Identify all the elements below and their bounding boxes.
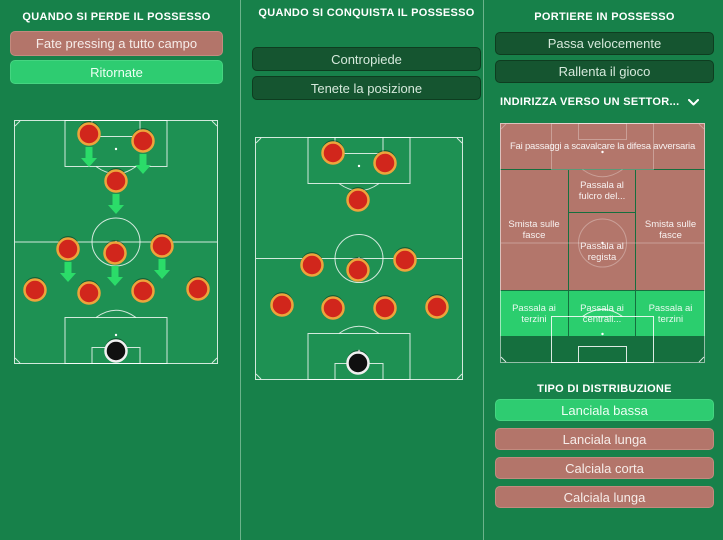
goalkeeper-marker[interactable] bbox=[104, 339, 128, 363]
player-marker[interactable] bbox=[103, 241, 127, 265]
zone-over-defence[interactable]: Fai passaggi a scavalcare la difesa avve… bbox=[500, 123, 705, 169]
zone-centre-backs[interactable]: Passala ai centrali... bbox=[569, 291, 635, 336]
kick-it-long-button[interactable]: Calciala lunga bbox=[495, 486, 714, 508]
distribute-to-area-label: INDIRIZZA VERSO UN SETTOR... bbox=[500, 96, 680, 108]
press-whole-pitch-button[interactable]: Fate pressing a tutto campo bbox=[10, 31, 223, 56]
won-possession-title: QUANDO SI CONQUISTA IL POSSESSO bbox=[258, 7, 475, 19]
player-marker[interactable] bbox=[104, 169, 128, 193]
player-marker[interactable] bbox=[77, 281, 101, 305]
movement-arrow bbox=[107, 266, 123, 286]
player-marker[interactable] bbox=[186, 277, 210, 301]
distribution-zone-pitch: Fai passaggi a scavalcare la difesa avve… bbox=[500, 123, 705, 363]
regroup-button[interactable]: Ritornate bbox=[10, 60, 223, 84]
player-marker[interactable] bbox=[23, 278, 47, 302]
lost-possession-title: QUANDO SI PERDE IL POSSESSO bbox=[22, 11, 211, 23]
zone-target-man[interactable]: Passala al fulcro del... bbox=[569, 170, 635, 212]
movement-arrow bbox=[108, 194, 124, 214]
player-marker[interactable] bbox=[425, 295, 449, 319]
movement-arrow bbox=[135, 154, 151, 174]
player-marker[interactable] bbox=[131, 279, 155, 303]
player-marker[interactable] bbox=[321, 296, 345, 320]
zone-left-fullback[interactable]: Passala ai terzini bbox=[500, 291, 568, 336]
keeper-possession-title: PORTIERE IN POSSESSO bbox=[534, 11, 675, 23]
throw-it-long-button[interactable]: Lanciala lunga bbox=[495, 428, 714, 450]
counter-attack-button[interactable]: Contropiede bbox=[252, 47, 481, 71]
kick-it-short-button[interactable]: Calciala corta bbox=[495, 457, 714, 479]
player-marker[interactable] bbox=[150, 234, 174, 258]
player-marker[interactable] bbox=[56, 237, 80, 261]
player-marker[interactable] bbox=[346, 188, 370, 212]
player-marker[interactable] bbox=[131, 129, 155, 153]
zone-right-fullback[interactable]: Passala ai terzini bbox=[636, 291, 705, 336]
player-marker[interactable] bbox=[300, 253, 324, 277]
player-marker[interactable] bbox=[373, 296, 397, 320]
player-marker[interactable] bbox=[373, 151, 397, 175]
player-marker[interactable] bbox=[393, 248, 417, 272]
movement-arrow bbox=[154, 259, 170, 279]
movement-arrow bbox=[60, 262, 76, 282]
won-possession-pitch bbox=[255, 137, 463, 380]
distribute-quickly-button[interactable]: Passa velocemente bbox=[495, 32, 714, 55]
player-marker[interactable] bbox=[270, 293, 294, 317]
slow-pace-down-button[interactable]: Rallenta il gioco bbox=[495, 60, 714, 83]
distribute-to-area-header[interactable]: INDIRIZZA VERSO UN SETTOR... bbox=[500, 94, 705, 110]
goalkeeper-marker[interactable] bbox=[346, 351, 370, 375]
player-marker[interactable] bbox=[321, 141, 345, 165]
zone-right-flank[interactable]: Smista sulle fasce bbox=[636, 170, 705, 290]
column-divider bbox=[240, 0, 241, 540]
player-marker[interactable] bbox=[77, 122, 101, 146]
player-marker[interactable] bbox=[346, 258, 370, 282]
distribution-type-title: TIPO DI DISTRIBUZIONE bbox=[537, 383, 672, 395]
zone-left-flank[interactable]: Smista sulle fasce bbox=[500, 170, 568, 290]
lost-possession-pitch bbox=[14, 120, 218, 364]
movement-arrow bbox=[81, 147, 97, 167]
hold-shape-button[interactable]: Tenete la posizione bbox=[252, 76, 481, 100]
throw-it-short-button[interactable]: Lanciala bassa bbox=[495, 399, 714, 421]
chevron-down-icon bbox=[687, 98, 699, 106]
zone-playmaker[interactable]: Passala al regista bbox=[569, 213, 635, 290]
column-divider bbox=[483, 0, 484, 540]
